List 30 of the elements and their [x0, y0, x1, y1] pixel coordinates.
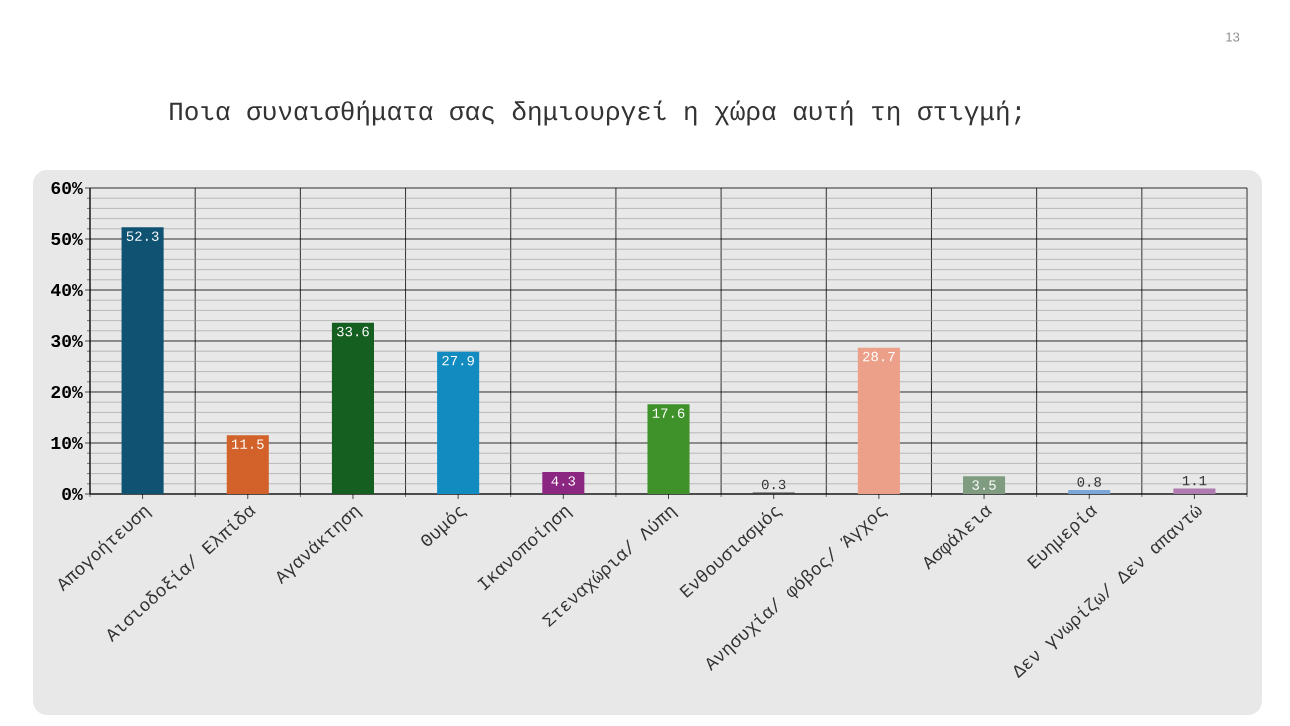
- data-label: 4.3: [551, 476, 576, 486]
- data-label: 28.7: [863, 351, 895, 362]
- data-label: 3.5: [972, 480, 996, 490]
- bar: [647, 404, 690, 494]
- data-label: 52.3: [126, 231, 159, 241]
- data-label: 11.5: [231, 439, 264, 449]
- bar: [1068, 489, 1111, 494]
- bar: [542, 472, 585, 494]
- data-label: 33.6: [337, 326, 369, 337]
- y-tick-label: 10%: [51, 436, 83, 450]
- bar: [331, 322, 374, 494]
- chart-title: Ποια συναισθήματα σας δημιουργεί η χώρα αυτή τη στιγμή;: [170, 100, 1021, 126]
- bar: [437, 351, 480, 494]
- bar: [1173, 488, 1216, 494]
- y-tick-label: 50%: [51, 232, 83, 246]
- y-tick-label: 0%: [62, 487, 83, 501]
- text: 13: [1226, 32, 1240, 42]
- data-label: 0.3: [761, 479, 786, 490]
- y-tick-label: 60%: [51, 181, 83, 195]
- data-label: 17.6: [652, 408, 685, 418]
- bar: [963, 476, 1006, 494]
- y-tick-label: 20%: [51, 385, 83, 399]
- y-tick-label: 40%: [51, 283, 83, 297]
- data-label: 1.1: [1182, 475, 1207, 486]
- data-label: 0.8: [1077, 477, 1101, 487]
- data-label: 27.9: [442, 355, 474, 366]
- bar: [857, 347, 900, 494]
- y-tick-label: 30%: [51, 334, 83, 348]
- bar: [121, 227, 164, 494]
- bar: [226, 435, 269, 494]
